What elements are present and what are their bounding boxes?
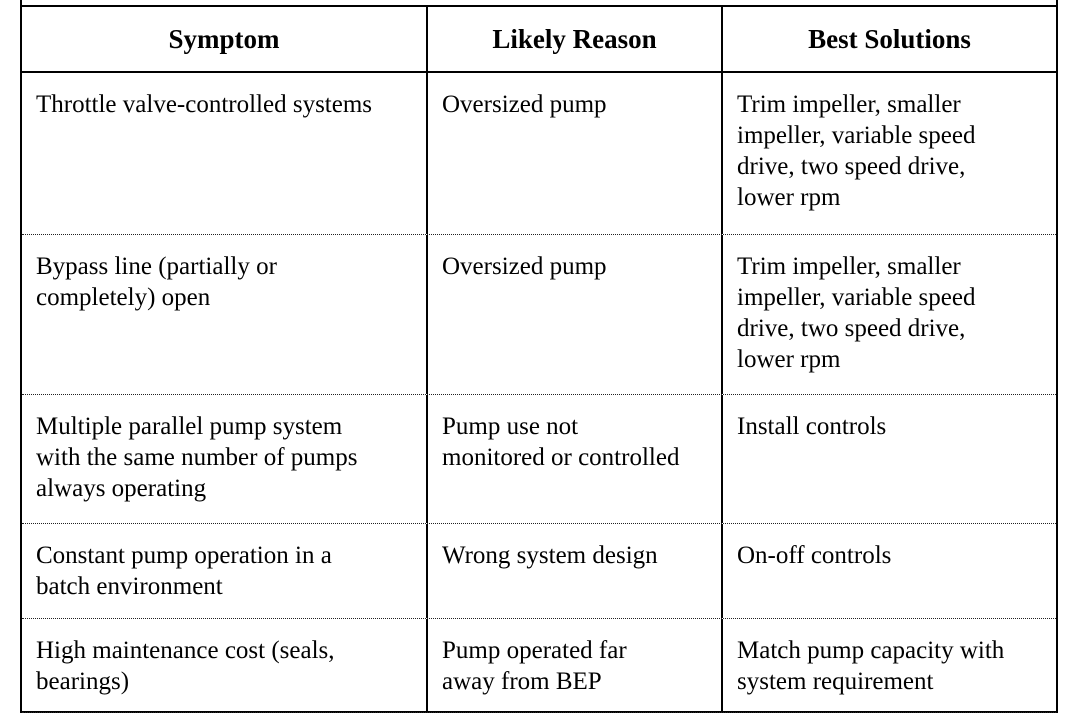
cell-likely-reason: Wrong system design: [428, 524, 723, 618]
cell-symptom: Constant pump operation in a batch envir…: [22, 524, 428, 618]
cell-symptom: Multiple parallel pump system with the s…: [22, 395, 428, 523]
cell-symptom: High maintenance cost (seals, bearings): [22, 619, 428, 712]
table-top-sliver: [22, 0, 1056, 7]
cell-best-solutions: Trim impeller, smaller impeller, variabl…: [737, 253, 976, 373]
table-header-row: Symptom Likely Reason Best Solutions: [22, 7, 1056, 73]
cell-symptom: Bypass line (partially or completely) op…: [22, 235, 428, 394]
table-row: High maintenance cost (seals, bearings) …: [22, 619, 1056, 713]
cell-likely-reason: Pump use not monitored or controlled: [428, 395, 723, 523]
cell-likely-reason: Oversized pump: [428, 235, 723, 394]
cell-best-solutions: Match pump capacity with system requirem…: [737, 637, 1005, 695]
table-row: Multiple parallel pump system with the s…: [22, 395, 1056, 524]
cell-likely-reason: Oversized pump: [428, 73, 723, 234]
column-header-best-solutions: Best Solutions: [808, 23, 971, 54]
cell-best-solutions: Install controls: [737, 413, 887, 440]
column-header-symptom: Symptom: [22, 7, 428, 71]
table-row: Constant pump operation in a batch envir…: [22, 524, 1056, 619]
cell-symptom: Throttle valve-controlled systems: [22, 73, 428, 234]
cell-likely-reason: Pump operated far away from BEP: [428, 619, 723, 712]
cell-best-solutions: On-off controls: [737, 542, 892, 569]
table-row: Bypass line (partially or completely) op…: [22, 235, 1056, 395]
table-row: Throttle valve-controlled systems Oversi…: [22, 73, 1056, 235]
pump-troubleshooting-table: Symptom Likely Reason Best Solutions Thr…: [20, 0, 1058, 713]
cell-best-solutions: Trim impeller, smaller impeller, variabl…: [737, 91, 976, 211]
column-header-likely-reason: Likely Reason: [428, 7, 723, 71]
